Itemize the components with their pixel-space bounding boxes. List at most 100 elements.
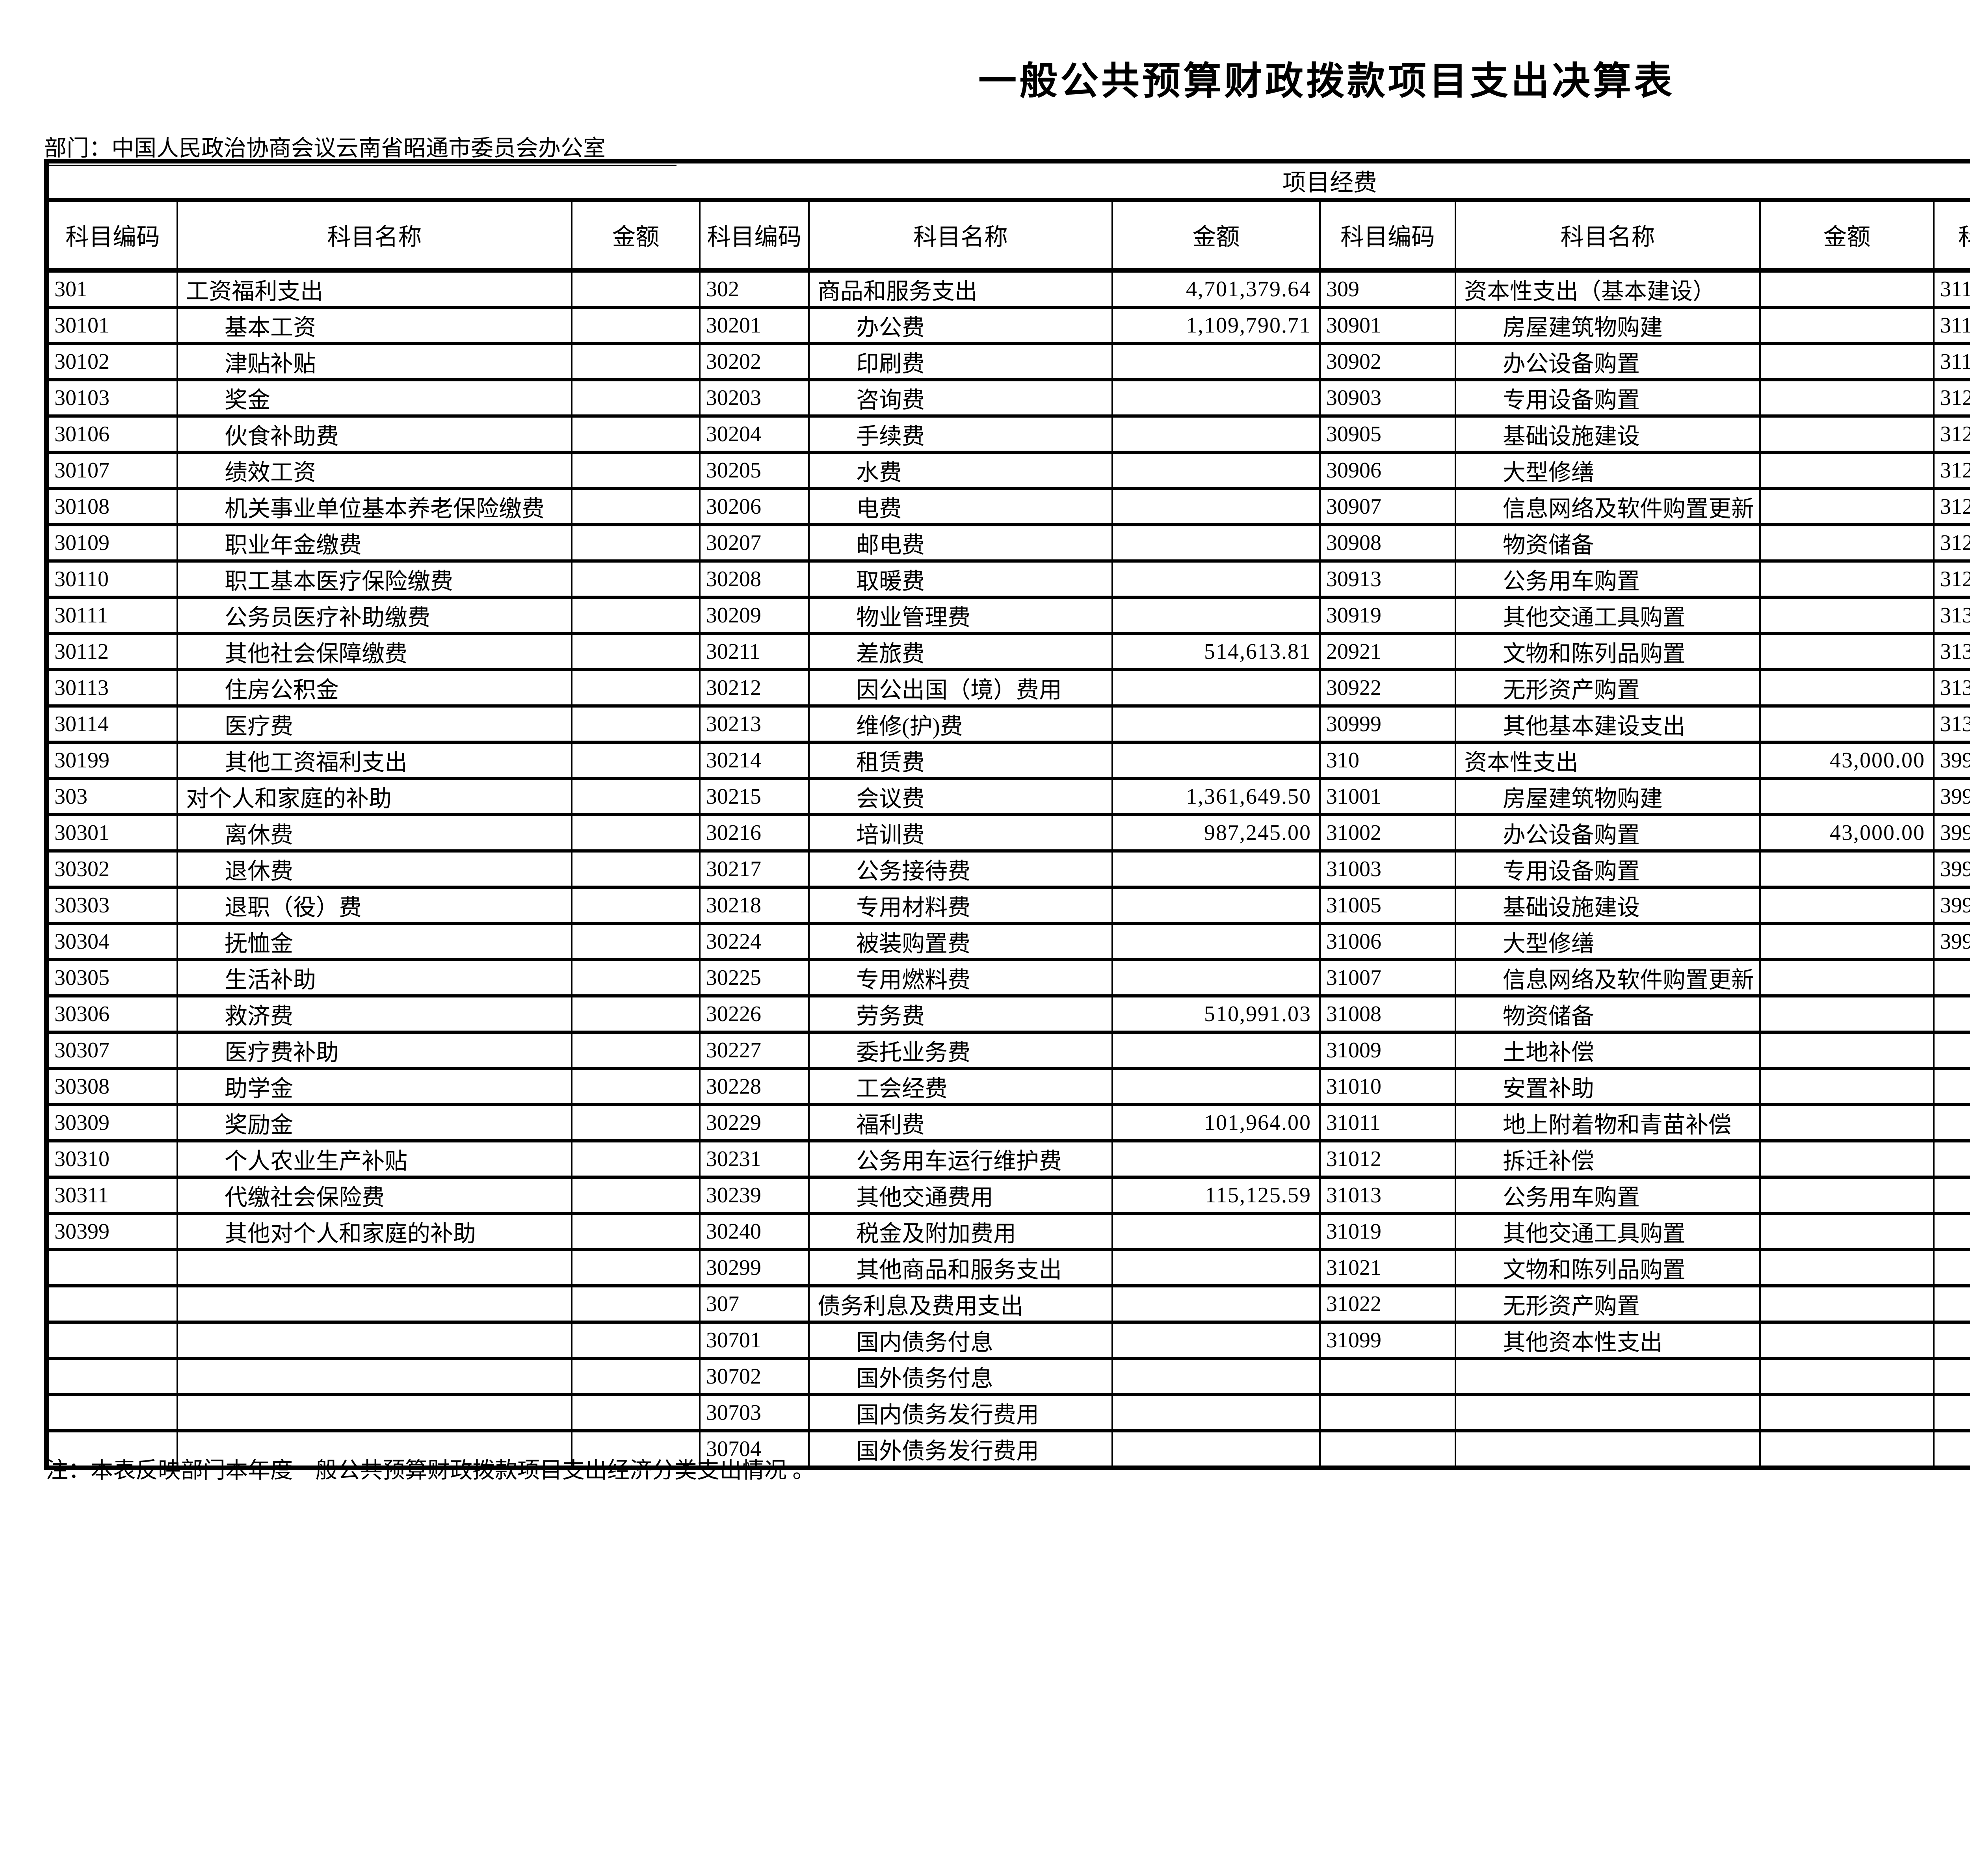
subject-code-cell: 31019 [1319,1212,1456,1251]
table-row: 30703 国内债务发行费用 [46,1393,1970,1432]
amount-cell [571,342,701,381]
subject-name-cell: 医疗费补助 [177,1031,572,1070]
subject-code-cell: 31013 [1319,1176,1456,1215]
table-row: 30112 其他社会保障缴费 30211 差旅费 514,613.81 20921 文物和陈… [46,632,1970,671]
subject-code-cell: 30112 [46,632,178,671]
subject-name-cell: 对个人和家庭的补助 [177,777,572,816]
subject-name-cell: 绩效工资 [177,451,572,490]
table-row: 30309 奖励金 30229 福利费 101,964.00 31011 地上附着物和青苗补… [46,1103,1970,1142]
subject-code-cell [1933,1139,1970,1179]
column-header-name: 科目名称 [177,198,572,273]
table-row: 30310 个人农业生产补贴 30231 公务用车运行维护费 31012 拆迁补偿 [46,1139,1970,1179]
amount-cell [571,1176,701,1215]
amount-cell [1111,1284,1321,1324]
subject-code-cell: 310 [1319,741,1456,780]
subject-code-cell: 30107 [46,451,178,490]
subject-code-cell: 30215 [699,777,810,816]
table-row: 30399 其他对个人和家庭的补助 30240 税金及附加费用 31019 其他交通工具购… [46,1212,1970,1251]
subject-code-cell: 30907 [1319,487,1456,526]
column-header-amount: 金额 [1759,198,1935,273]
subject-name-cell: 福利费 [808,1103,1113,1142]
subject-name-cell: 退休费 [177,849,572,889]
subject-code-cell: 30919 [1319,596,1456,635]
subject-code-cell: 312 [1933,378,1970,418]
amount-cell: 115,125.59 [1111,1176,1321,1215]
table-banner-row: 项目经费 [46,160,1970,202]
amount-cell [1111,958,1321,997]
table-row: 30301 离休费 30216 培训费 987,245.00 31002 办公设备购置 43,… [46,813,1970,853]
department-value: 中国人民政治协商会议云南省昭通市委员会办公室 [112,136,606,161]
subject-code-cell: 30211 [699,632,810,671]
table-row: 30106伙食补助费30204手续费30905基础设施建设31201资本金注入 [46,414,1970,454]
subject-code-cell: 31299 [1933,559,1970,599]
subject-code-cell [1319,1429,1456,1469]
amount-cell [571,1212,701,1251]
amount-cell: 43,000.00 [1759,741,1935,780]
subject-name-cell [177,1248,572,1287]
table-row: 30108 机关事业单位基本养老保险缴费 30206 电费 30907 信息网络及软件购置… [46,487,1970,526]
subject-name-cell: 工会经费 [808,1067,1113,1106]
amount-cell [571,1103,701,1142]
amount-cell [1759,849,1935,889]
subject-code-cell [1319,1393,1456,1432]
amount-cell [1111,1067,1321,1106]
amount-cell [1111,414,1321,454]
table-row: 307 债务利息及费用支出 31022 无形资产购置 [46,1284,1970,1324]
subject-name-cell [177,1284,572,1324]
table-row: 30308 助学金 30228 工会经费 31010 安置补助 [46,1067,1970,1106]
subject-name-cell: 抚恤金 [177,922,572,961]
subject-name-cell: 其他交通工具购置 [1455,596,1761,635]
subject-code-cell: 30202 [699,342,810,381]
subject-name-cell: 其他工资福利支出 [177,741,572,780]
amount-cell [1111,922,1321,961]
table-row: 303 对个人和家庭的补助 30215 会议费 1,361,649.50 31001 房屋建… [46,777,1970,816]
amount-cell [1759,414,1935,454]
subject-code-cell: 31101 [1933,306,1970,345]
subject-code-cell: 399 [1933,741,1970,780]
table-row: 30101 基本工资 30201 办公费 1,109,790.71 30901 房屋建筑物购… [46,306,1970,345]
amount-cell [1111,1393,1321,1432]
subject-code-cell: 31008 [1319,994,1456,1034]
subject-name-cell: 被装购置费 [808,922,1113,961]
amount-cell [571,813,701,853]
subject-name-cell: 电费 [808,487,1113,526]
subject-name-cell: 专用设备购置 [1455,849,1761,889]
subject-code-cell [1933,1067,1970,1106]
amount-cell [571,668,701,708]
footnote: 注：本表反映部门本年度一般公共预算财政拨款项目支出经济分类支出情况 。 [46,1458,815,1483]
department-line: 部门：中国人民政治协商会议云南省昭通市委员会办公室 [44,130,676,166]
expenditure-table: 项目经费 科目编码科目名称金额科目编码科目名称金额科目编码科目名称金额科目编码科… [44,159,1970,1470]
subject-code-cell: 31003 [1319,849,1456,889]
amount-cell [1111,849,1321,889]
subject-code-cell: 30207 [699,523,810,563]
subject-code-cell: 31203 [1933,451,1970,490]
amount-cell [571,269,701,309]
subject-name-cell: 住房公积金 [177,668,572,708]
subject-code-cell [46,1357,178,1396]
subject-code-cell: 30704 [699,1429,810,1469]
subject-code-cell: 30228 [699,1067,810,1106]
subject-code-cell: 31199 [1933,342,1970,381]
subject-code-cell: 31006 [1319,922,1456,961]
subject-code-cell: 30227 [699,1031,810,1070]
subject-name-cell: 其他交通费用 [808,1176,1113,1215]
amount-cell [571,741,701,780]
subject-code-cell: 30106 [46,414,178,454]
subject-code-cell: 30203 [699,378,810,418]
amount-cell [1759,704,1935,744]
subject-code-cell: 30102 [46,342,178,381]
subject-code-cell: 39909 [1933,849,1970,889]
subject-code-cell: 31012 [1319,1139,1456,1179]
subject-code-cell: 39908 [1933,813,1970,853]
subject-code-cell: 30217 [699,849,810,889]
amount-cell [1111,523,1321,563]
subject-code-cell [1933,1103,1970,1142]
table-row: 30109职业年金缴费30207邮电费30908物资储备31205利息补贴 [46,523,1970,563]
amount-cell [571,958,701,997]
subject-code-cell: 30239 [699,1176,810,1215]
subject-name-cell: 咨询费 [808,378,1113,418]
amount-cell [1759,1212,1935,1251]
amount-cell: 4,701,379.64 [1111,269,1321,309]
